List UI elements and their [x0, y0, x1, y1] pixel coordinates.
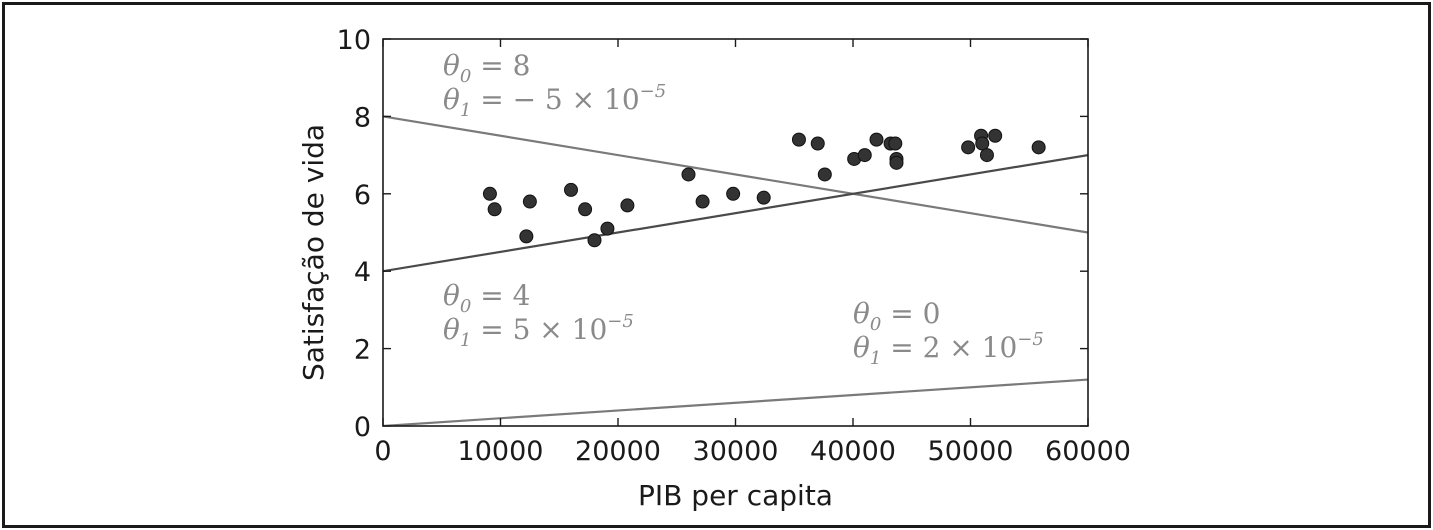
data-point: [695, 194, 710, 209]
data-point: [600, 221, 615, 236]
data-point: [810, 136, 825, 151]
x-tick-label: 0: [374, 436, 391, 467]
data-point: [620, 198, 635, 213]
y-axis-label: Satisfação de vida: [297, 124, 330, 381]
data-point: [587, 233, 602, 248]
y-tick-label: 6: [354, 180, 371, 211]
data-point: [1031, 140, 1046, 155]
data-point: [681, 167, 696, 182]
y-tick-label: 4: [354, 257, 371, 288]
data-point: [578, 202, 593, 217]
data-point: [857, 148, 872, 163]
line-annotation-1: θ0 = 4: [443, 279, 530, 317]
x-tick-label: 40000: [810, 436, 896, 467]
data-point: [726, 186, 741, 201]
x-tick-label: 10000: [458, 436, 544, 467]
data-point: [888, 136, 903, 151]
data-point: [482, 186, 497, 201]
x-tick-label: 20000: [575, 436, 661, 467]
scatter-chart: 0 10000 20000 30000 40000 50000 60000 0 2 4 6 8 10 PI…: [297, 25, 1131, 512]
data-point: [791, 132, 806, 147]
line-annotation-1: θ1 = 5 × 10−5: [443, 311, 634, 351]
line-annotation-0: θ0 = 8: [443, 49, 530, 87]
model-line-0: [383, 115, 1088, 234]
x-tick-label: 30000: [693, 436, 779, 467]
data-point: [522, 194, 537, 209]
data-point: [979, 148, 994, 163]
y-tick-label: 8: [354, 102, 371, 133]
line-annotation-0: θ1 = − 5 × 10−5: [443, 81, 666, 121]
data-point: [817, 167, 832, 182]
y-tick-label: 2: [354, 335, 371, 366]
model-line-1: [383, 154, 1088, 273]
line-annotation-2: θ0 = 0: [853, 297, 940, 335]
data-point: [487, 202, 502, 217]
data-point: [756, 190, 771, 205]
y-tick-label: 0: [354, 412, 371, 443]
x-axis-label: PIB per capita: [638, 479, 833, 512]
data-point: [975, 136, 990, 151]
data-point: [889, 155, 904, 170]
data-point: [519, 229, 534, 244]
data-point: [961, 140, 976, 155]
line-annotation-2: θ1 = 2 × 10−5: [853, 329, 1044, 369]
x-tick-label: 50000: [928, 436, 1014, 467]
y-tick-label: 10: [337, 25, 371, 56]
data-point: [988, 128, 1003, 143]
data-point: [564, 182, 578, 197]
data-point: [869, 132, 884, 147]
x-tick-label: 60000: [1045, 436, 1131, 467]
